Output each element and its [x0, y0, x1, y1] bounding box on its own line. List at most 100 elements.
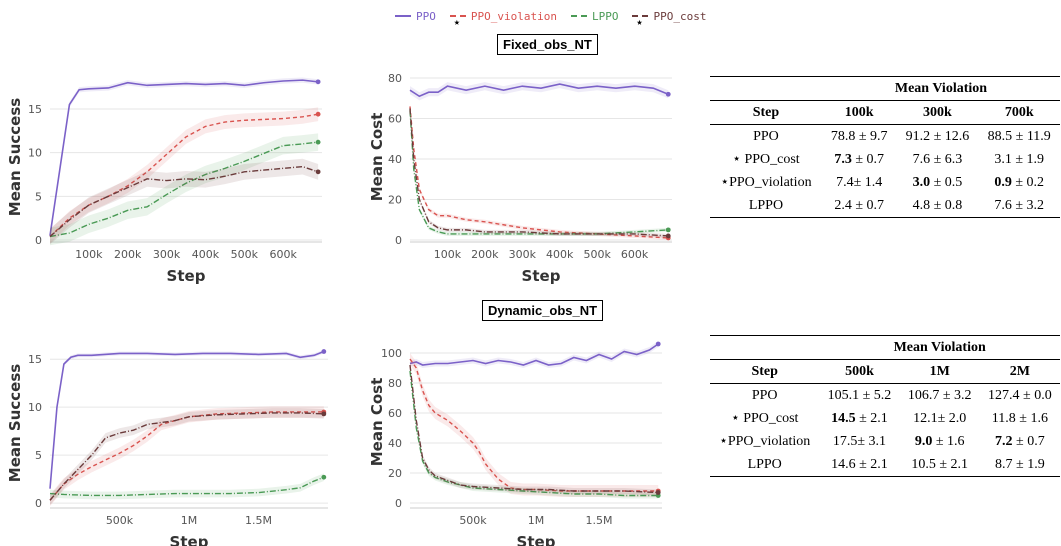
- table-cell: LPPO: [710, 194, 822, 218]
- legend-label: PPO_cost: [653, 9, 707, 23]
- y-tick-label: 60: [388, 407, 402, 420]
- cell-text: 8.7 ± 1.9: [995, 456, 1045, 472]
- table-cell: 14.6 ± 2.1: [819, 453, 900, 477]
- table-row: ⋆PPO_violation 7.4± 1.4 3.0 ± 0.5 0.9 ± 0.2: [710, 171, 1060, 194]
- y-tick-label: 40: [388, 153, 402, 166]
- x-tick-label: 200k: [471, 248, 499, 261]
- table-super-header: Mean Violation: [821, 76, 1060, 101]
- x-axis-label: Step: [167, 267, 206, 285]
- cell-text: 88.5 ± 11.9: [987, 128, 1051, 144]
- table-row: ⋆ PPO_cost 14.5 ± 2.1 12.1± 2.0 11.8 ± 1.6: [710, 407, 1060, 430]
- y-tick-label: 15: [28, 103, 42, 116]
- legend-item-lppo: LPPO: [570, 10, 618, 23]
- table-cell: 2.4 ± 0.7: [821, 194, 897, 218]
- cell-text: 17.5± 3.1: [832, 433, 887, 449]
- legend-swatch: ★: [449, 15, 466, 28]
- cell-text: 2.4 ± 0.7: [834, 197, 884, 213]
- legend-swatch: ★: [632, 15, 649, 28]
- table-cell: 7.2 ± 0.7: [980, 430, 1060, 453]
- cell-text: 78.8 ± 9.7: [830, 128, 888, 144]
- endpoint-ppo: [315, 79, 321, 85]
- star-icon: ★: [453, 17, 460, 28]
- cell-text: 105.1 ± 5.2: [827, 387, 892, 403]
- cell-text: 7.6 ± 3.2: [994, 197, 1045, 213]
- x-tick-label: 300k: [509, 248, 537, 261]
- endpoint-ppo: [321, 349, 327, 354]
- table-cell: 91.2 ± 12.6: [896, 125, 978, 149]
- series-line-lppo: [49, 141, 319, 238]
- x-tick-label: 1.5M: [586, 514, 613, 527]
- y-tick-label: 40: [388, 437, 402, 450]
- table-row: LPPO 14.6 ± 2.1 10.5 ± 2.1 8.7 ± 1.9: [710, 453, 1060, 477]
- cell-text: 106.7 ± 3.2: [907, 387, 972, 403]
- cell-text: 3.1 ± 1.9: [994, 151, 1045, 167]
- bold-value: 7.2: [995, 433, 1013, 449]
- band-ppo-violation: [410, 353, 659, 497]
- legend-item-ppo-violation: ★ PPO_violation: [449, 10, 557, 28]
- y-tick-label: 0: [395, 497, 402, 510]
- series-line-ppo: [409, 343, 659, 366]
- table-cell: 127.4 ± 0.0: [980, 384, 1060, 408]
- x-tick-label: 200k: [114, 248, 142, 261]
- star-icon: ★: [636, 17, 643, 28]
- series-line-ppo-cost: [49, 412, 324, 501]
- x-tick-label: 600k: [269, 248, 297, 261]
- cell-text: 10.5 ± 2.1: [911, 456, 969, 472]
- cell-text: 4.8 ± 0.8: [912, 197, 963, 213]
- y-tick-label: 0: [35, 497, 42, 510]
- bold-value: 9.0: [914, 433, 933, 449]
- band-ppo: [410, 80, 669, 101]
- series-line-ppo-cost: [409, 108, 669, 237]
- y-tick-label: 20: [388, 194, 402, 207]
- table-row: ⋆ PPO_cost 7.3 ± 0.7 7.6 ± 6.3 3.1 ± 1.9: [710, 148, 1060, 171]
- table-cell: 105.1 ± 5.2: [819, 384, 899, 408]
- y-tick-label: 0: [395, 234, 402, 247]
- band-ppo-violation: [50, 406, 324, 506]
- cell-text: LPPO: [747, 456, 782, 472]
- y-tick-label: 5: [35, 449, 42, 462]
- legend: PPO ★ PPO_violation LPPO ★ PPO_cost: [395, 6, 707, 28]
- y-tick-label: 10: [28, 401, 42, 414]
- cell-text: ± 0.7: [851, 151, 884, 167]
- endpoint-ppo-violation: [315, 111, 321, 117]
- cell-text: 11.8 ± 1.6: [991, 410, 1048, 426]
- x-tick-label: 500k: [231, 248, 259, 261]
- x-axis-label: Step: [170, 533, 209, 546]
- series-line-lppo: [49, 476, 325, 497]
- chart-dynamic-cost: 0 20 40 60 80 100 500k 1M 1.5M Step Mean Cost: [368, 341, 662, 546]
- x-tick-label: 500k: [583, 248, 611, 261]
- table-cell: 12.1± 2.0: [900, 407, 980, 430]
- column-header: Step: [710, 100, 822, 125]
- endpoint-lppo: [315, 139, 321, 145]
- x-tick-label: 600k: [621, 248, 649, 261]
- table-row: LPPO 2.4 ± 0.7 4.8 ± 0.8 7.6 ± 3.2: [710, 194, 1060, 218]
- y-tick-label: 0: [35, 234, 42, 247]
- table-cell: 9.0 ± 1.6: [900, 430, 980, 453]
- endpoint-ppo: [655, 341, 661, 347]
- column-header: 500k: [819, 359, 900, 384]
- x-tick-label: 500k: [106, 514, 134, 527]
- endpoint-lppo: [321, 474, 327, 480]
- band-ppo-violation: [410, 104, 669, 241]
- cell-text: ± 0.7: [1012, 433, 1045, 449]
- x-tick-label: 1M: [181, 514, 198, 527]
- column-header: 1M: [899, 359, 980, 384]
- band-ppo-cost: [50, 158, 319, 245]
- cell-text: PPO: [751, 387, 778, 403]
- y-axis-label: Mean Success: [6, 98, 24, 216]
- band-ppo: [50, 77, 319, 239]
- cell-text: 127.4 ± 0.0: [988, 387, 1052, 403]
- legend-label: PPO: [416, 9, 436, 23]
- legend-swatch: [570, 15, 587, 17]
- table-corner: [710, 76, 822, 101]
- band-ppo-violation: [50, 107, 319, 244]
- bold-value: 0.9: [994, 174, 1012, 190]
- table-cell: PPO: [710, 384, 819, 408]
- table-cell: 10.5 ± 2.1: [899, 453, 980, 477]
- cell-text: ± 1.6: [932, 433, 965, 449]
- table-cell: PPO: [710, 125, 822, 149]
- bold-value: 3.0: [912, 174, 931, 190]
- y-tick-label: 20: [388, 467, 402, 480]
- legend-item-ppo: PPO: [395, 10, 436, 23]
- y-tick-label: 60: [388, 113, 402, 126]
